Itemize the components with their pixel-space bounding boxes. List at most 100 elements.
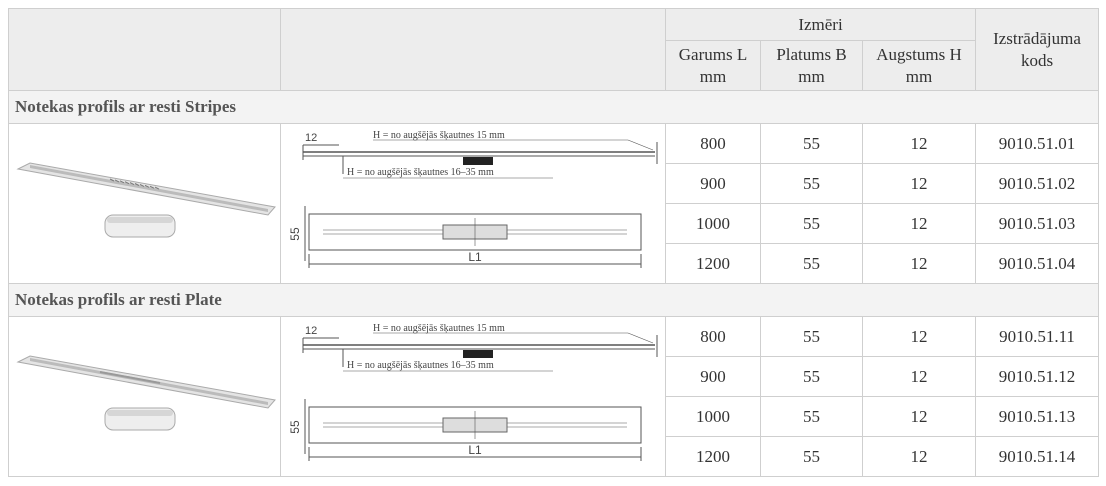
dimension-value: 55 [803, 253, 820, 273]
diagram-cell: 12 H = no augšējās šķautnes 15 mm H = no a… [280, 123, 666, 284]
grate-slot [154, 186, 159, 190]
product-code: 9010.51.03 [998, 213, 1076, 233]
grate-slot [114, 178, 119, 182]
value-cell: 900 [665, 356, 761, 397]
dimension-value: 55 [803, 213, 820, 233]
dimension-value: 12 [910, 213, 928, 233]
drawing-line [627, 332, 654, 343]
dimension-value: 12 [910, 406, 928, 426]
product-code: 9010.51.02 [998, 173, 1076, 193]
dimension-value: 900 [700, 366, 726, 386]
value-cell: 800 [665, 316, 761, 357]
value-cell: 12 [862, 243, 976, 284]
code-cell: 9010.51.03 [975, 203, 1099, 244]
dimension-value: 12 [910, 446, 928, 466]
column-label: Garums L [678, 44, 748, 64]
dimension-value: 55 [803, 173, 820, 193]
drawing-line [627, 139, 654, 150]
technical-drawing: 12 H = no augšējās šķautnes 15 mm H = no a… [288, 130, 658, 268]
dimension-value: 55 [803, 366, 820, 386]
dimension-value: 55 [803, 133, 820, 153]
value-cell: 12 [862, 123, 976, 164]
column-unit: mm [798, 66, 825, 86]
product-image-cell [8, 316, 281, 477]
section-row: Notekas profils ar resti Plate [8, 283, 1099, 317]
column-label: Platums B [776, 44, 847, 64]
value-cell: 55 [760, 203, 863, 244]
diagram-cell: 12 H = no augšējās šķautnes 15 mm H = no a… [280, 316, 666, 477]
dimension-value: 55 [803, 406, 820, 426]
dimension-value: 1000 [696, 213, 730, 233]
code-cell: 9010.51.13 [975, 396, 1099, 437]
value-cell: 55 [760, 356, 863, 397]
drawing-label: 12 [305, 132, 317, 144]
dimension-value: 55 [803, 446, 820, 466]
drawing-label: L1 [468, 250, 482, 264]
grate-slot [119, 179, 124, 183]
code-cell: 9010.51.02 [975, 163, 1099, 204]
product-code: 9010.51.13 [998, 406, 1076, 426]
drawing-label: H = no augšējās šķautnes 15 mm [373, 130, 505, 141]
value-cell: 1200 [665, 436, 761, 477]
drawing-block [463, 156, 493, 165]
code-header-text: Izstrādājuma kods [993, 28, 1081, 70]
dimensions-header: Izmēri [798, 14, 843, 34]
dimension-value: 800 [700, 133, 726, 153]
drawing-frame [308, 406, 642, 443]
product-code: 9010.51.12 [998, 366, 1076, 386]
value-cell: 900 [665, 163, 761, 204]
value-cell: 1000 [665, 203, 761, 244]
product-image [15, 161, 276, 237]
grate-slot [129, 181, 134, 185]
drawing-label: 55 [288, 227, 302, 241]
code-cell: 9010.51.04 [975, 243, 1099, 284]
grate-slot [144, 184, 149, 188]
product-siphon-top [106, 216, 173, 223]
code-cell: 9010.51.11 [975, 316, 1099, 357]
column-label: Augstums H [876, 44, 962, 64]
column-unit: mm [905, 66, 933, 86]
grate-slot [109, 178, 114, 181]
dimension-value: 1200 [696, 253, 730, 273]
dimension-value: 12 [910, 326, 928, 346]
value-cell: 55 [760, 163, 863, 204]
value-cell: 12 [862, 396, 976, 437]
product-siphon-top [106, 409, 173, 416]
drawing-label: 55 [288, 420, 302, 434]
value-cell: 1000 [665, 396, 761, 437]
value-cell: 55 [760, 316, 863, 357]
drawing-label: H = no augšējās šķautnes 16–35 mm [347, 167, 494, 178]
drawing-label: H = no augšējās šķautnes 16–35 mm [347, 360, 494, 371]
dimension-value: 800 [700, 326, 726, 346]
value-cell: 12 [862, 316, 976, 357]
section-title: Notekas profils ar resti Stripes [15, 97, 236, 116]
column-unit: mm [699, 66, 727, 86]
value-cell: 55 [760, 243, 863, 284]
product-edge [29, 164, 268, 212]
section-title: Notekas profils ar resti Plate [15, 290, 222, 309]
header-blank [8, 8, 281, 91]
value-cell: 12 [862, 163, 976, 204]
grate-slot [124, 180, 129, 184]
grate-plate [99, 370, 160, 384]
product-code: 9010.51.11 [999, 326, 1075, 346]
grate-slot [149, 185, 154, 189]
value-cell: 12 [862, 436, 976, 477]
dimension-value: 12 [910, 253, 928, 273]
header-blank [280, 8, 666, 91]
value-cell: 55 [760, 436, 863, 477]
grate-slot [134, 182, 139, 186]
drawing-frame [308, 213, 642, 250]
code-cell: 9010.51.01 [975, 123, 1099, 164]
dimension-value: 1000 [696, 406, 730, 426]
product-code: 9010.51.04 [998, 253, 1076, 273]
technical-drawing: 12 H = no augšējās šķautnes 15 mm H = no a… [288, 323, 658, 461]
value-cell: 55 [760, 396, 863, 437]
product-code: 9010.51.14 [998, 446, 1076, 466]
dimension-value: 12 [910, 133, 928, 153]
dimension-value: 1200 [696, 446, 730, 466]
